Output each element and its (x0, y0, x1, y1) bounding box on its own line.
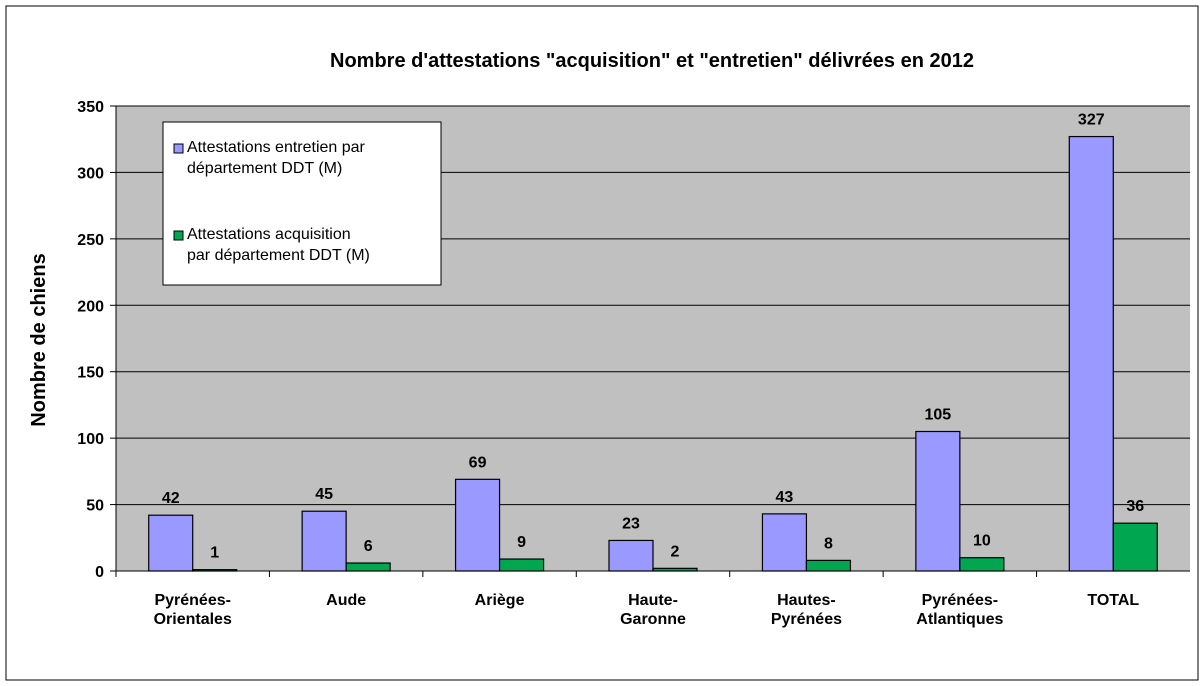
value-label: 42 (162, 490, 180, 507)
value-label: 43 (776, 489, 794, 506)
x-tick-label: Ariège (475, 592, 525, 609)
legend-label: Attestations acquisition par département … (187, 226, 370, 264)
bar (301, 510, 347, 572)
y-tick-label: 250 (77, 232, 104, 249)
x-tick-label: Hautes- Pyrénées (771, 592, 842, 628)
bar (454, 478, 501, 572)
y-tick-label: 200 (77, 298, 104, 315)
x-tick-label: Pyrénées- Orientales (154, 592, 232, 628)
bar (1112, 522, 1158, 572)
y-tick-label: 100 (77, 431, 104, 448)
y-tick-label: 300 (77, 165, 104, 182)
text-line: Pyrénées- (922, 592, 999, 609)
bar (498, 558, 545, 572)
value-label: 327 (1078, 112, 1105, 129)
legend-label: Attestations entretien par département DD… (187, 139, 366, 177)
value-label: 23 (622, 515, 640, 532)
text-line: Aude (326, 592, 366, 609)
value-label: 1 (210, 545, 219, 562)
legend-swatch (173, 230, 184, 241)
chart-title: Nombre d'attestations "acquisition" et "… (330, 50, 974, 72)
bar (959, 557, 1005, 572)
bar (1068, 135, 1114, 572)
text-line: Atlantiques (916, 611, 1003, 628)
legend: Attestations entretien par département DD… (162, 121, 442, 286)
text-line: département DDT (M) (187, 160, 342, 177)
text-line: Haute- (628, 592, 678, 609)
text-line: Ariège (475, 592, 525, 609)
value-label: 9 (517, 534, 526, 551)
legend-box (162, 121, 442, 286)
bar (148, 514, 194, 572)
x-tick-label: Pyrénées- Atlantiques (916, 592, 1003, 628)
value-label: 2 (671, 543, 680, 560)
y-axis-label: Nombre de chiens (28, 253, 50, 426)
text-line: Attestations acquisition (187, 226, 351, 243)
text-line: Pyrénées (771, 611, 842, 628)
value-label: 8 (824, 535, 833, 552)
value-label: 10 (973, 533, 991, 550)
text-line: par département DDT (M) (187, 247, 370, 264)
y-tick-label: 50 (86, 498, 104, 515)
bar (805, 559, 852, 572)
text-line: Pyrénées- (154, 592, 231, 609)
x-tick-label: Haute- Garonne (620, 592, 686, 628)
text-line: Orientales (154, 611, 232, 628)
value-label: 45 (315, 486, 333, 503)
text-line: Hautes- (777, 592, 836, 609)
y-tick-label: 150 (77, 365, 104, 382)
value-label: 69 (469, 454, 487, 471)
legend-swatch (173, 143, 184, 154)
bar (345, 562, 391, 572)
y-tick-label: 0 (95, 564, 104, 581)
text-line: TOTAL (1087, 592, 1139, 609)
bar (608, 539, 654, 572)
bar (652, 567, 698, 572)
value-label: 6 (364, 538, 373, 555)
y-tick-label: 350 (77, 99, 104, 116)
value-label: 105 (925, 407, 952, 424)
x-tick-label: TOTAL (1087, 592, 1139, 609)
bar (192, 569, 238, 572)
value-label: 36 (1126, 498, 1144, 515)
bar (761, 513, 808, 572)
x-tick-label: Aude (326, 592, 366, 609)
text-line: Attestations entretien par (187, 139, 366, 156)
text-line: Garonne (620, 611, 686, 628)
bar (915, 430, 961, 572)
